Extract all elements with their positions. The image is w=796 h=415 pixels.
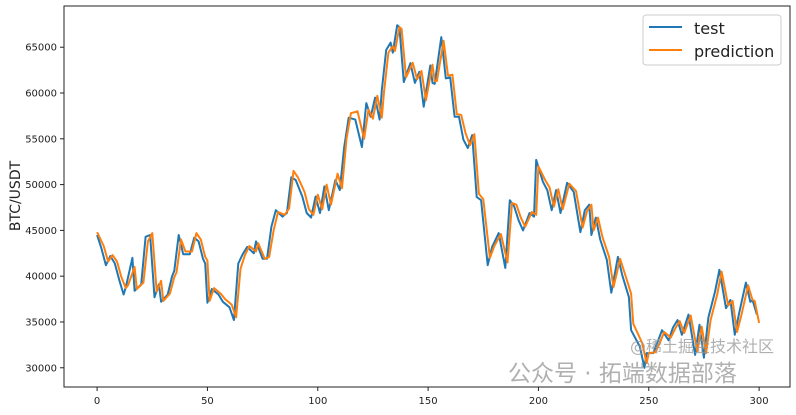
series-lines [96,24,761,369]
series-line-test [96,24,758,369]
y-axis-label: BTC/USDT [8,160,24,231]
plot-frame [63,5,791,388]
x-tick-label: 150 [419,396,438,407]
legend: test prediction [642,14,782,66]
x-tick-label: 300 [750,396,769,407]
watermark-juejin: @稀土掘金技术社区 [630,337,775,356]
legend-label-prediction: prediction [694,42,774,61]
y-tick-label: 50000 [25,180,57,191]
y-tick-label: 60000 [25,89,57,100]
y-tick-label: 30000 [25,363,57,374]
series-line-prediction [96,26,761,365]
legend-label-test: test [694,19,725,38]
x-tick-label: 250 [639,396,658,407]
x-tick-label: 200 [529,396,548,407]
y-tick-label: 40000 [25,272,57,283]
y-tick-label: 65000 [25,43,57,54]
watermark-wechat: 公众号 · 拓端数据部落 [508,361,737,387]
y-axis: 30000 35000 40000 45000 50000 55000 60000 65000 [25,43,64,374]
y-tick-label: 45000 [25,226,57,237]
y-tick-label: 35000 [25,317,57,328]
x-tick-label: 0 [94,396,100,407]
y-tick-label: 55000 [25,134,57,145]
x-tick-label: 50 [201,396,214,407]
x-tick-label: 100 [308,396,327,407]
x-axis: 0 50 100 150 200 250 300 [94,387,769,407]
